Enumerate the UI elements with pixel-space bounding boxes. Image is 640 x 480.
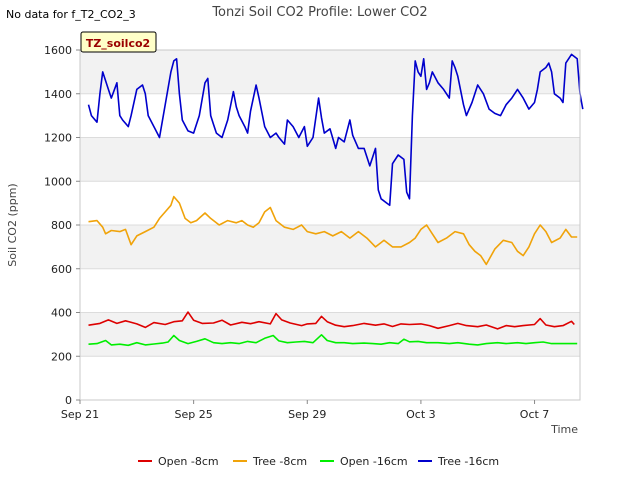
y-tick-label: 1000	[44, 175, 72, 188]
legend: Open -8cm Tree -8cm Open -16cm Tree -16cm	[138, 455, 499, 468]
x-tick-label: Oct 3	[406, 408, 436, 421]
x-axis-label: Time	[550, 423, 578, 436]
x-tick-label: Sep 25	[175, 408, 213, 421]
y-tick-label: 200	[51, 350, 72, 363]
series-layer	[87, 53, 584, 347]
series-line-tree-8cm	[88, 195, 578, 266]
x-tick-label: Sep 29	[288, 408, 326, 421]
legend-item-open-8cm: Open -8cm	[138, 455, 219, 468]
y-tick-label: 600	[51, 263, 72, 276]
site-badge-label: TZ_soilco2	[86, 37, 150, 50]
background-band	[80, 312, 580, 357]
series-line-open-16cm	[88, 334, 578, 347]
legend-item-open-16cm: Open -16cm	[320, 455, 408, 468]
site-badge: TZ_soilco2	[80, 31, 157, 53]
y-tick-label: 400	[51, 307, 72, 320]
legend-label: Open -8cm	[158, 455, 219, 468]
site-badge-box	[80, 31, 157, 53]
legend-label: Open -16cm	[340, 455, 408, 468]
series-line-open-8cm	[88, 311, 575, 330]
legend-item-tree-16cm: Tree -16cm	[418, 455, 499, 468]
x-tick-label: Oct 7	[520, 408, 550, 421]
legend-item-tree-8cm: Tree -8cm	[233, 455, 307, 468]
legend-label: Tree -8cm	[252, 455, 307, 468]
y-tick-label: 1200	[44, 132, 72, 145]
series-line-tree-16cm	[87, 53, 584, 207]
y-tick-label: 1400	[44, 88, 72, 101]
y-axis-label: Soil CO2 (ppm)	[6, 183, 19, 266]
chart-title: Tonzi Soil CO2 Profile: Lower CO2	[211, 5, 427, 20]
x-axis: Sep 21 Sep 25 Sep 29 Oct 3 Oct 7	[61, 400, 549, 421]
no-data-note: No data for f_T2_CO2_3	[6, 8, 136, 21]
background-band	[80, 225, 580, 269]
y-tick-label: 0	[65, 394, 72, 407]
x-tick-label: Sep 21	[61, 408, 99, 421]
background-bands	[80, 50, 580, 357]
y-axis: 0 200 400 600 800 1000 1200 1400 1600	[44, 44, 80, 407]
y-tick-label: 1600	[44, 44, 72, 57]
y-tick-label: 800	[51, 219, 72, 232]
legend-label: Tree -16cm	[437, 455, 499, 468]
background-band	[80, 137, 580, 182]
background-band	[80, 50, 580, 94]
